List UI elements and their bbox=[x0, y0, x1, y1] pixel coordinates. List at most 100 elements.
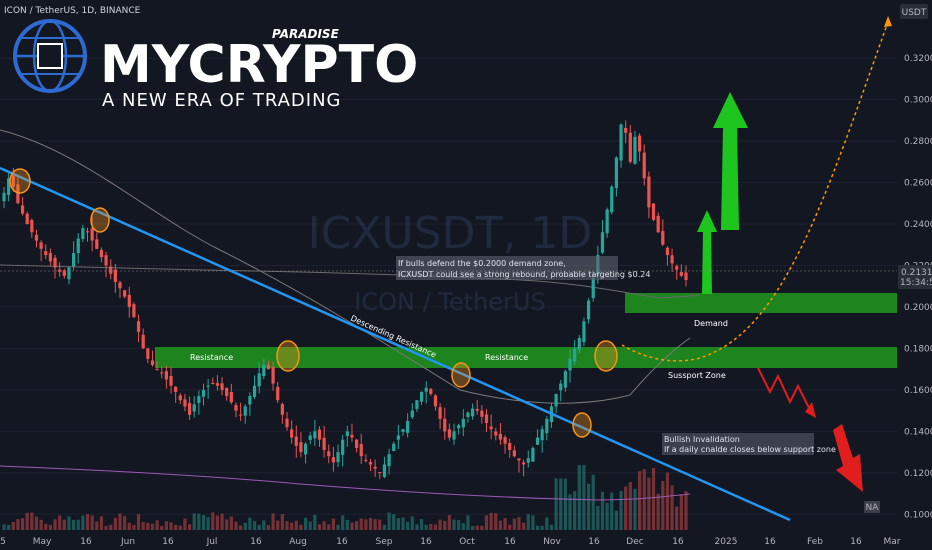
volume-bar bbox=[201, 514, 206, 530]
candle-body bbox=[58, 269, 62, 272]
time-tick-label: Dec bbox=[626, 537, 643, 547]
volume-bar bbox=[294, 520, 298, 530]
candle-body bbox=[647, 176, 651, 208]
volume-bar bbox=[624, 486, 628, 530]
volume-bar bbox=[656, 493, 660, 530]
volume-bar bbox=[675, 506, 679, 530]
volume-bar bbox=[364, 519, 368, 530]
candle-body bbox=[30, 220, 34, 233]
volume-bar bbox=[183, 518, 187, 530]
volume-bar bbox=[424, 524, 428, 530]
candle-body bbox=[545, 418, 549, 434]
candle-body bbox=[470, 408, 475, 417]
volume-bar bbox=[382, 524, 387, 530]
support-zone-label: Sussport Zone bbox=[668, 371, 726, 380]
candle-body bbox=[341, 439, 345, 456]
volume-bars bbox=[2, 465, 688, 530]
candle-body bbox=[285, 418, 289, 428]
volume-bar bbox=[187, 524, 192, 530]
volume-bar bbox=[132, 524, 136, 530]
time-tick-label: 16 bbox=[80, 537, 92, 547]
candle-body bbox=[229, 392, 233, 403]
candle-body bbox=[160, 372, 164, 374]
volume-bar bbox=[401, 517, 405, 530]
volume-bar bbox=[586, 483, 591, 530]
volume-bar bbox=[661, 481, 665, 530]
candle-body bbox=[11, 175, 15, 187]
na-tag-text: NA bbox=[866, 503, 880, 513]
projection-arrowhead bbox=[884, 16, 892, 27]
volume-bar bbox=[535, 525, 540, 530]
time-tick-label: 16 bbox=[420, 537, 432, 547]
logo-brand: MYCRYPTO bbox=[100, 35, 418, 95]
volume-bar bbox=[429, 523, 433, 530]
volume-bar bbox=[192, 513, 196, 530]
candle-body bbox=[540, 429, 544, 441]
volume-bar bbox=[443, 520, 447, 530]
candle-body bbox=[563, 371, 567, 388]
candle-body bbox=[150, 360, 155, 365]
candle-body bbox=[461, 418, 465, 428]
candle-body bbox=[401, 429, 405, 433]
candle-body bbox=[99, 250, 104, 258]
volume-bar bbox=[489, 512, 493, 530]
volume-bar bbox=[582, 465, 586, 530]
candle-body bbox=[20, 205, 25, 214]
invalidation-box bbox=[662, 433, 814, 455]
symbol-header[interactable]: ICON / TetherUS, 1D, BINANCE bbox=[4, 6, 141, 16]
candle-body bbox=[568, 358, 572, 371]
candle-body bbox=[243, 406, 247, 416]
volume-bar bbox=[331, 518, 336, 530]
volume-bar bbox=[359, 518, 363, 530]
candle-body bbox=[368, 461, 373, 465]
time-tick-label: Aug bbox=[289, 537, 307, 547]
time-axis[interactable]: 5 May 16 Jun 16 Jul 16 Aug 16 Sep 16 Oct 16 Nov 16 Dec 1… bbox=[0, 537, 901, 547]
candle-body bbox=[234, 405, 238, 411]
candle-body bbox=[174, 386, 178, 392]
volume-bar bbox=[109, 524, 113, 530]
volume-bar bbox=[494, 513, 498, 530]
candle-body bbox=[619, 124, 623, 161]
candle-body bbox=[276, 386, 280, 401]
volume-bar bbox=[517, 517, 521, 530]
volume-bar bbox=[30, 512, 34, 530]
time-tick-label: 16 bbox=[850, 537, 862, 547]
candle-body bbox=[322, 437, 326, 450]
volume-bar bbox=[178, 525, 182, 530]
volume-bar bbox=[164, 521, 168, 530]
volume-bar bbox=[461, 523, 465, 530]
volume-bar bbox=[438, 519, 442, 530]
time-tick-label: Jul bbox=[206, 537, 218, 547]
currency-badge[interactable] bbox=[900, 4, 928, 19]
candle-body bbox=[373, 466, 377, 469]
candle-body bbox=[25, 213, 29, 224]
volume-bar bbox=[684, 491, 688, 530]
candle-body bbox=[554, 394, 558, 407]
candle-body bbox=[90, 228, 94, 241]
volume-bar bbox=[554, 478, 558, 530]
volume-bar bbox=[104, 525, 108, 530]
currency-badge-text: USDT bbox=[902, 8, 927, 18]
touch-circle bbox=[451, 362, 471, 388]
volume-bar bbox=[211, 512, 215, 530]
volume-bar bbox=[16, 519, 20, 530]
volume-bar bbox=[276, 520, 280, 530]
volume-bar bbox=[545, 517, 549, 530]
candle-body bbox=[248, 396, 252, 405]
candle-body bbox=[266, 364, 271, 370]
candle-body bbox=[187, 403, 192, 415]
candle-body bbox=[642, 152, 646, 179]
candle-body bbox=[164, 371, 168, 380]
volume-bar bbox=[387, 512, 391, 530]
candle-body bbox=[201, 389, 206, 397]
candle-body bbox=[610, 186, 614, 213]
touch-circle bbox=[90, 207, 110, 233]
touch-circle bbox=[572, 412, 592, 438]
resistance-label-left: Resistance bbox=[190, 353, 233, 362]
candle-body bbox=[132, 304, 136, 318]
volume-bar bbox=[220, 513, 224, 530]
